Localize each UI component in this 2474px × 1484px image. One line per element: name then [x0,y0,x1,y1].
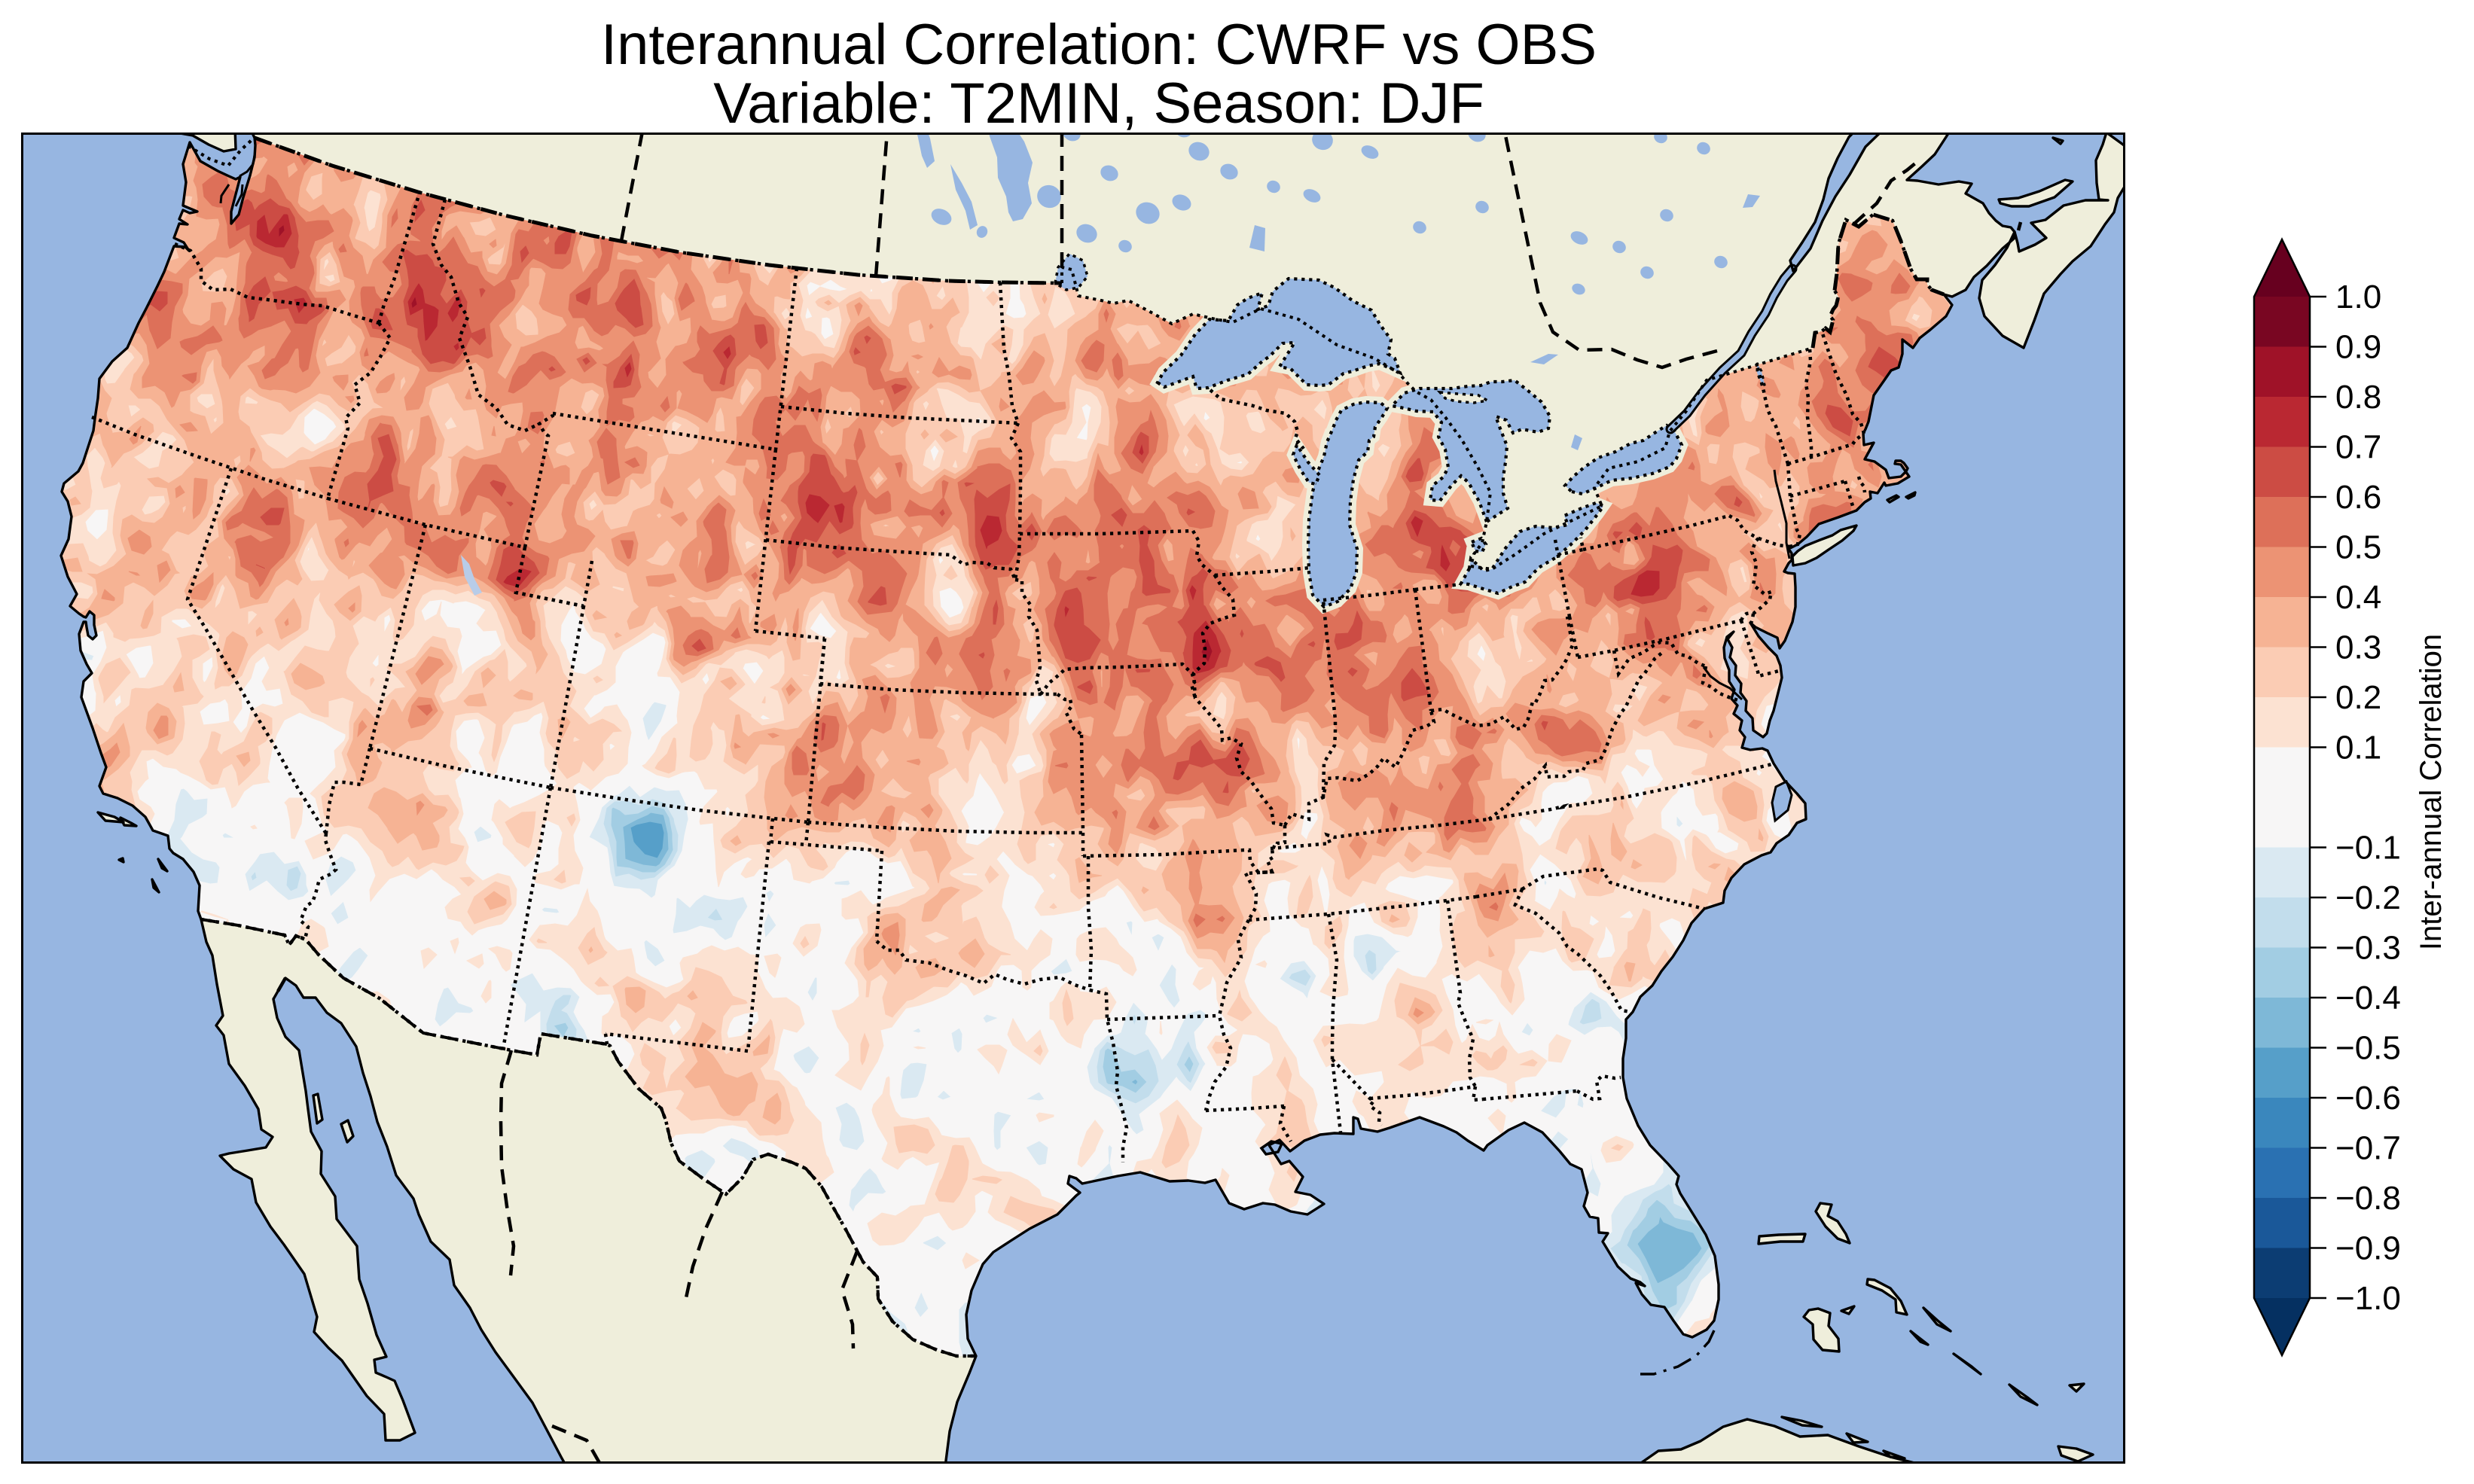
svg-text:−0.5: −0.5 [2335,1030,2401,1067]
svg-text:−0.8: −0.8 [2335,1180,2401,1217]
svg-text:Variable: T2MIN, Season: DJF: Variable: T2MIN, Season: DJF [713,72,1484,136]
svg-text:0.7: 0.7 [2335,429,2381,466]
svg-text:−1.0: −1.0 [2335,1280,2401,1317]
svg-text:−0.1: −0.1 [2335,830,2401,867]
svg-text:0.4: 0.4 [2335,579,2381,616]
svg-text:Inter-annual Correlation: Inter-annual Correlation [2415,634,2448,950]
svg-text:−0.9: −0.9 [2335,1230,2401,1267]
svg-text:−0.2: −0.2 [2335,879,2401,916]
svg-text:−0.6: −0.6 [2335,1080,2401,1117]
svg-text:1.0: 1.0 [2335,279,2381,315]
svg-text:0.6: 0.6 [2335,479,2381,516]
svg-text:0.5: 0.5 [2335,529,2381,566]
svg-text:0.9: 0.9 [2335,329,2381,366]
svg-text:0.3: 0.3 [2335,629,2381,666]
svg-text:−0.7: −0.7 [2335,1130,2401,1167]
svg-text:0.8: 0.8 [2335,379,2381,416]
svg-text:0.2: 0.2 [2335,679,2381,716]
svg-text:−0.4: −0.4 [2335,980,2401,1016]
svg-text:0.1: 0.1 [2335,730,2381,766]
svg-text:−0.3: −0.3 [2335,930,2401,967]
svg-text:Interannual Correlation: CWRF: Interannual Correlation: CWRF vs OBS [601,13,1597,77]
